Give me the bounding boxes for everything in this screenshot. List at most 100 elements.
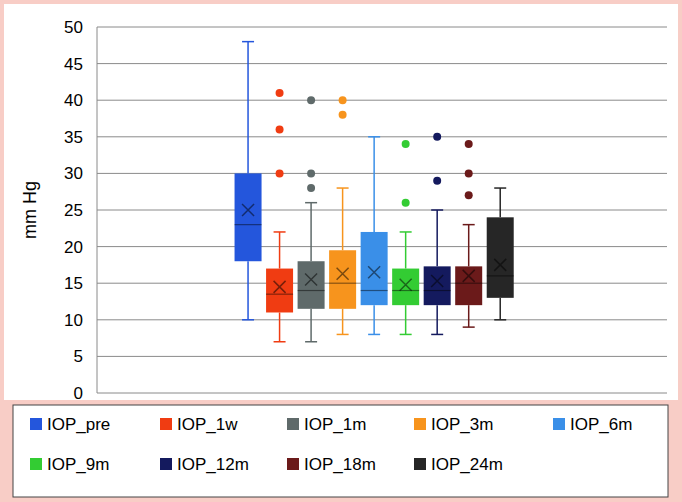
whisker-cap [400,231,412,233]
legend [13,405,668,497]
outlier [433,133,441,141]
outlier [465,191,473,199]
whisker-high [247,42,249,174]
box-series [455,140,482,327]
tick-label: 50 [64,18,83,37]
mean-marker [400,279,412,291]
whisker-cap [305,341,317,343]
tick-label: 10 [64,311,83,330]
legend-label: IOP_12m [177,455,249,474]
whisker-high [499,188,501,217]
median [361,290,388,291]
grid-line [97,356,667,357]
whisker-low [405,305,407,334]
median [455,283,482,284]
whisker-cap [400,334,412,336]
outlier [276,125,284,133]
tick-label: 30 [64,164,83,183]
grid-line [97,63,667,64]
outlier [465,169,473,177]
whisker-cap [431,209,443,211]
whisker-cap [463,326,475,328]
axis-title: mm Hg [20,181,40,239]
box-series [487,188,514,320]
whisker-cap [494,319,506,321]
legend-swatch [414,458,426,470]
whisker-high [468,225,470,267]
background [0,0,682,502]
mean-marker [337,268,349,280]
box [424,266,451,305]
whisker-high [373,137,375,232]
box [266,269,293,313]
outlier [276,89,284,97]
whisker-cap [305,202,317,204]
legend-label: IOP_24m [431,455,503,474]
legend-swatch [30,458,42,470]
median [235,224,262,225]
whisker-cap [242,41,254,43]
box [298,261,325,309]
tick-label: 0 [74,384,83,403]
mean-marker [274,281,286,293]
box-series [298,96,325,342]
legend-swatch [414,418,426,430]
median [329,283,356,284]
median [266,294,293,295]
whisker-low [499,298,501,320]
grid-line [97,319,667,320]
whisker-low [342,309,344,335]
grid-line [97,393,667,394]
box [392,269,419,306]
outlier [433,177,441,185]
legend-swatch [160,458,172,470]
whisker-low [468,305,470,327]
outlier [276,169,284,177]
tick-label: 25 [64,201,83,220]
tick-label: 35 [64,128,83,147]
outlier [402,140,410,148]
whisker-cap [274,341,286,343]
whisker-low [247,261,249,320]
whisker-cap [494,187,506,189]
box [329,250,356,309]
tick-label: 40 [64,91,83,110]
whisker-cap [337,187,349,189]
legend-label: IOP_18m [304,455,376,474]
median [424,290,451,291]
median [392,290,419,291]
box [235,173,262,261]
whisker-high [310,203,312,262]
legend-swatch [160,418,172,430]
axis-line [97,27,98,393]
outlier [465,140,473,148]
whisker-high [279,232,281,269]
whisker-high [436,210,438,266]
box [361,232,388,305]
legend-swatch [30,418,42,430]
whisker-cap [242,319,254,321]
whisker-cap [337,334,349,336]
mean-marker [431,275,443,287]
outlier [339,111,347,119]
box-series [266,89,293,342]
chart: 05101520253035404550mm HgIOP_preIOP_1wIO… [0,0,682,502]
grid-line [97,100,667,101]
grid-line [97,136,667,137]
box-series [424,133,451,335]
tick-label: 45 [64,55,83,74]
box [455,266,482,305]
tick-label: 5 [74,347,83,366]
box-series [235,42,262,320]
legend-swatch [287,458,299,470]
tick-label: 20 [64,238,83,257]
outlier [402,199,410,207]
whisker-cap [431,334,443,336]
legend-label: IOP_pre [47,415,110,434]
median [298,290,325,291]
whisker-cap [463,224,475,226]
legend-label: IOP_3m [431,415,493,434]
box-series [329,96,356,334]
box [487,217,514,298]
box-series [392,140,419,334]
